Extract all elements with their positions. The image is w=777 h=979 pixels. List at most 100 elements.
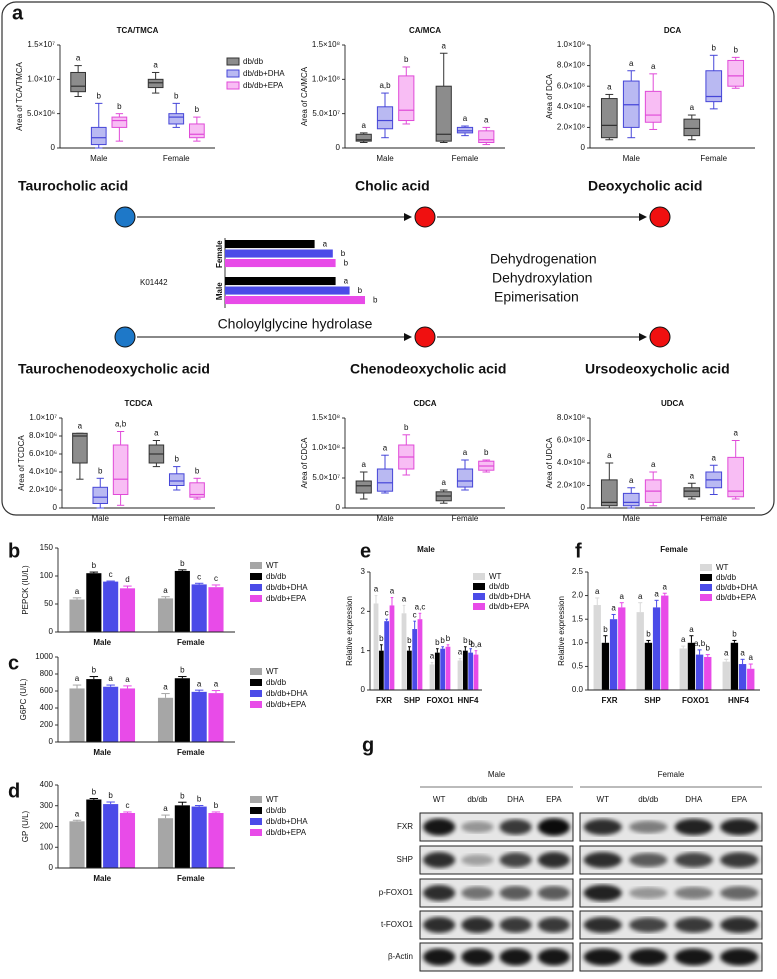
- bar: [429, 664, 435, 690]
- legend-label: db/db+DHA: [243, 69, 285, 78]
- letter: a: [740, 648, 745, 657]
- bar: [661, 595, 669, 690]
- y-tick-label: 5.0×10⁶: [27, 109, 55, 118]
- legend-swatch: [700, 594, 712, 601]
- box: [600, 98, 618, 139]
- letter: a: [638, 592, 643, 601]
- box: [112, 444, 129, 495]
- letter: a: [458, 648, 463, 657]
- x-tick-label: Male: [93, 874, 111, 883]
- letter: b: [440, 636, 445, 645]
- compound: Ursodeoxycholic acid: [585, 361, 730, 377]
- blot-band: [461, 886, 494, 900]
- y-axis-label: Area of DCA: [545, 73, 554, 119]
- letter: a: [733, 429, 738, 438]
- y-tick-label: 2.0×10⁶: [29, 485, 57, 494]
- chart-title: DCA: [664, 26, 682, 35]
- letter: b: [175, 455, 180, 464]
- blot-band: [720, 818, 759, 836]
- bar: [103, 804, 119, 868]
- legend-label: db/db+EPA: [489, 602, 530, 611]
- letter: b: [373, 295, 378, 304]
- legend-swatch: [473, 603, 485, 610]
- blot-band: [537, 948, 570, 966]
- box: [705, 70, 723, 103]
- blot-band: [629, 820, 668, 834]
- y-axis-label: GP (U/L): [21, 810, 30, 842]
- y-tick-label: 1: [361, 646, 366, 655]
- letter: a: [463, 448, 468, 457]
- bar: [609, 619, 618, 690]
- bar: [618, 607, 626, 690]
- letter: b: [195, 466, 200, 475]
- y-tick-label: 0: [581, 143, 586, 152]
- letter: a: [654, 589, 659, 598]
- blot-lane: db/db: [467, 795, 488, 804]
- chart-title: TCDCA: [125, 399, 153, 408]
- bar: [208, 693, 224, 742]
- letter: c: [197, 572, 201, 581]
- y-tick-label: 300: [40, 801, 54, 810]
- letter: b: [358, 286, 363, 295]
- blot-band: [461, 948, 494, 966]
- box: [355, 133, 372, 142]
- legend-swatch: [250, 829, 262, 836]
- letter: b: [341, 249, 346, 258]
- y-tick-label: 1.0: [572, 638, 584, 647]
- chart-title: Female: [660, 545, 688, 554]
- bar: [738, 664, 747, 690]
- letter: b: [435, 638, 440, 647]
- legend-label: db/db+EPA: [716, 593, 757, 602]
- y-tick-label: 1.0×10⁷: [29, 413, 57, 422]
- bar: [722, 661, 730, 690]
- bar: [225, 240, 315, 249]
- blot-band: [583, 884, 622, 902]
- letter: a: [75, 809, 80, 818]
- x-tick-label: FXR: [602, 696, 618, 705]
- letter: a: [620, 592, 625, 601]
- bar: [417, 619, 423, 690]
- legend-label: db/db+DHA: [716, 583, 758, 592]
- legend-swatch: [226, 57, 240, 66]
- bar: [119, 813, 136, 868]
- letter: a: [690, 103, 695, 112]
- blot-band: [537, 886, 570, 900]
- blot-band: [629, 917, 668, 933]
- y-axis-label: Area of CA/MCA: [300, 66, 309, 126]
- blot-band: [720, 852, 759, 868]
- letter: a: [724, 648, 729, 657]
- letter: a: [441, 41, 446, 50]
- blot-lane: DHA: [685, 795, 703, 804]
- y-axis-label: Area of TCDCA: [17, 435, 26, 491]
- blot-lane: DHA: [507, 795, 525, 804]
- y-tick-label: 6.0×10⁸: [557, 81, 585, 90]
- letter: b: [733, 45, 738, 54]
- x-tick-label: Female: [452, 154, 479, 163]
- y-tick-label: 0: [336, 503, 341, 512]
- letter: a: [749, 653, 754, 662]
- bar: [389, 605, 395, 690]
- blot-lane: EPA: [546, 795, 562, 804]
- legend-label: WT: [716, 563, 729, 572]
- blot-band: [674, 948, 713, 966]
- box: [189, 123, 205, 139]
- bar: [86, 799, 102, 868]
- compound: Deoxycholic acid: [588, 178, 702, 194]
- bar: [174, 678, 190, 742]
- y-tick-label: 0: [49, 627, 54, 636]
- y-tick-label: 6.0×10⁶: [29, 449, 57, 458]
- y-tick-label: 6.0×10⁸: [557, 436, 585, 445]
- x-tick-label: Male: [93, 638, 111, 647]
- blot-lane: EPA: [732, 795, 748, 804]
- legend-swatch: [250, 562, 262, 569]
- blot-band: [583, 819, 622, 835]
- y-tick-label: 200: [40, 822, 54, 831]
- x-tick-label: FXR: [376, 696, 392, 705]
- x-tick-label: Male: [623, 514, 641, 523]
- letter: a: [108, 674, 113, 683]
- letter: a: [163, 586, 168, 595]
- x-tick-label: Female: [177, 748, 205, 757]
- blot-group: Female: [658, 770, 685, 779]
- chart-title: TCA/TMCA: [117, 26, 159, 35]
- blot-band: [720, 948, 759, 966]
